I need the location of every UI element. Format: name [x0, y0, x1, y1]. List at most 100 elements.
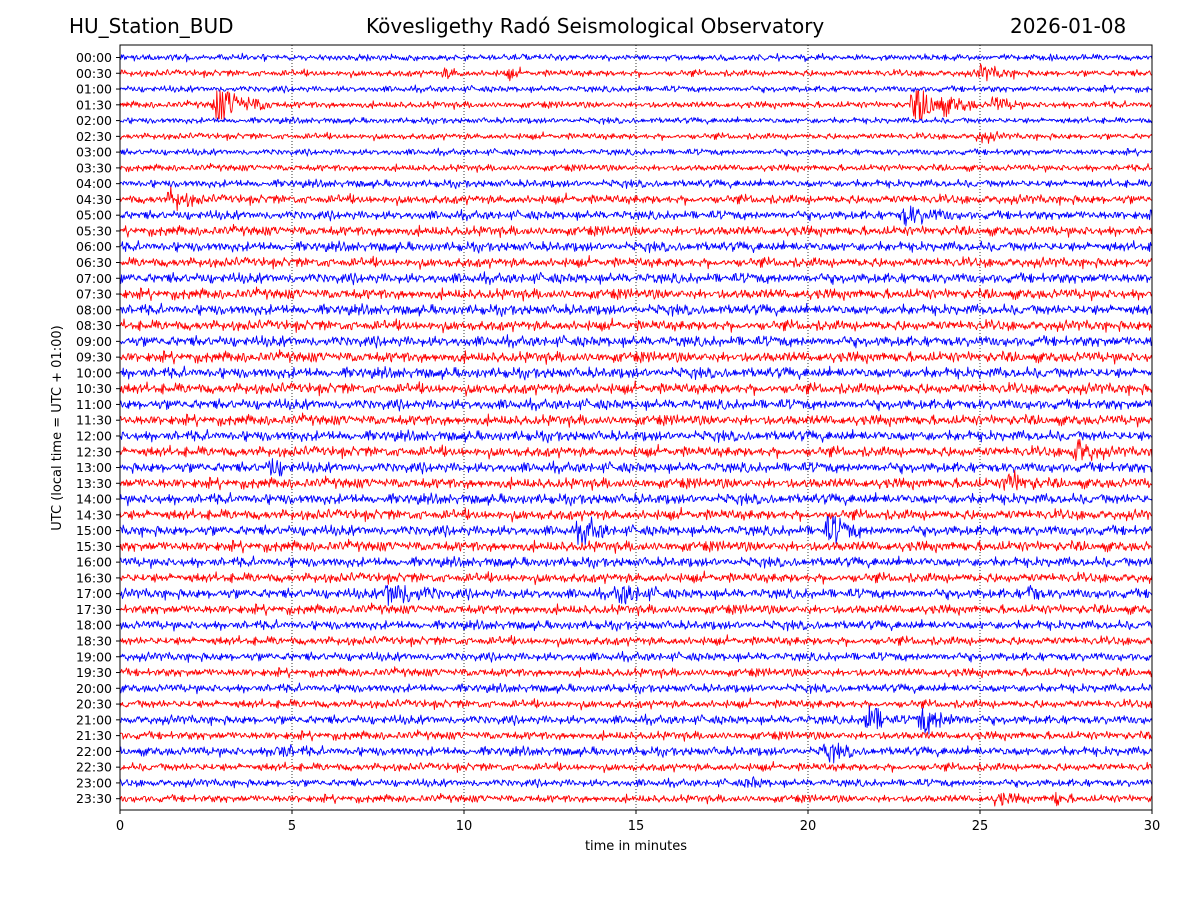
- y-tick-label-23:30: 23:30: [76, 791, 112, 806]
- trace-11:00: [119, 397, 1153, 412]
- y-tick-label-10:00: 10:00: [76, 365, 112, 380]
- y-tick-label-20:30: 20:30: [76, 697, 112, 712]
- y-tick-label-10:30: 10:30: [76, 381, 112, 396]
- trace-15:30: [119, 538, 1153, 554]
- y-tick-label-21:30: 21:30: [76, 728, 112, 743]
- trace-12:00: [119, 428, 1153, 444]
- trace-23:00: [119, 776, 1153, 789]
- y-tick-label-17:30: 17:30: [76, 602, 112, 617]
- trace-12:30: [119, 438, 1153, 462]
- y-tick-label-12:30: 12:30: [76, 444, 112, 459]
- y-tick-label-18:00: 18:00: [76, 618, 112, 633]
- y-tick-label-01:00: 01:00: [76, 82, 112, 97]
- trace-15:00: [119, 516, 1153, 546]
- trace-00:30: [119, 63, 1153, 82]
- y-tick-label-11:00: 11:00: [76, 397, 112, 412]
- trace-17:30: [119, 602, 1152, 617]
- x-tick-label-10: 10: [456, 819, 473, 834]
- y-tick-label-12:00: 12:00: [76, 428, 112, 443]
- chart-title: Köveslig­ethy Radó Seismological Observa…: [366, 14, 825, 38]
- y-tick-label-13:30: 13:30: [76, 476, 112, 491]
- trace-14:30: [119, 506, 1153, 523]
- trace-16:30: [119, 570, 1153, 586]
- trace-22:00: [119, 742, 1153, 764]
- y-tick-label-21:00: 21:00: [76, 712, 112, 727]
- y-tick-label-04:00: 04:00: [76, 176, 112, 191]
- trace-05:30: [119, 223, 1153, 239]
- y-tick-label-15:30: 15:30: [76, 539, 112, 554]
- trace-20:30: [119, 697, 1153, 711]
- x-axis-label: time in minutes: [585, 839, 687, 854]
- trace-21:30: [119, 729, 1153, 742]
- x-tick-label-15: 15: [628, 819, 645, 834]
- trace-19:00: [119, 650, 1153, 663]
- trace-14:00: [119, 492, 1153, 507]
- axis-layer: 0 5 10 15 20 25 30 00:0000:3001:0001:3002:0002:…: [76, 50, 1160, 834]
- x-tick-label-30: 30: [1144, 819, 1161, 834]
- trace-06:30: [119, 255, 1153, 270]
- trace-18:30: [119, 634, 1153, 648]
- y-axis-label: UTC (local time = UTC + 01:00): [50, 325, 65, 530]
- trace-20:00: [119, 682, 1153, 695]
- trace-04:00: [119, 178, 1153, 190]
- trace-05:00: [119, 205, 1153, 227]
- y-tick-label-09:30: 09:30: [76, 350, 112, 365]
- y-tick-label-03:00: 03:00: [76, 145, 112, 160]
- y-tick-label-23:00: 23:00: [76, 775, 112, 790]
- y-tick-label-05:00: 05:00: [76, 208, 112, 223]
- date-label: 2026-01-08: [1010, 14, 1127, 38]
- trace-22:30: [119, 760, 1153, 774]
- y-tick-label-08:00: 08:00: [76, 302, 112, 317]
- y-tick-label-02:30: 02:30: [76, 129, 112, 144]
- y-tick-label-22:00: 22:00: [76, 744, 112, 759]
- y-tick-label-22:30: 22:30: [76, 760, 112, 775]
- trace-11:30: [119, 412, 1153, 428]
- y-tick-label-14:30: 14:30: [76, 507, 112, 522]
- y-tick-label-05:30: 05:30: [76, 223, 112, 238]
- y-tick-label-00:30: 00:30: [76, 66, 112, 81]
- y-tick-label-16:30: 16:30: [76, 570, 112, 585]
- x-tick-label-25: 25: [972, 819, 989, 834]
- trace-06:00: [119, 240, 1153, 254]
- trace-03:00: [119, 147, 1153, 157]
- y-tick-label-09:00: 09:00: [76, 334, 112, 349]
- trace-23:30: [119, 791, 1153, 807]
- trace-16:00: [119, 555, 1153, 569]
- y-tick-label-19:30: 19:30: [76, 665, 112, 680]
- x-tick-label-20: 20: [800, 819, 817, 834]
- y-tick-label-03:30: 03:30: [76, 160, 112, 175]
- trace-18:00: [119, 619, 1153, 632]
- trace-13:00: [119, 458, 1153, 477]
- trace-09:30: [120, 349, 1153, 365]
- y-tick-label-02:00: 02:00: [76, 113, 112, 128]
- trace-layer: [119, 52, 1153, 807]
- trace-07:00: [119, 271, 1153, 286]
- trace-04:30: [119, 186, 1153, 212]
- trace-09:00: [119, 334, 1153, 349]
- trace-10:00: [119, 365, 1153, 381]
- y-tick-label-06:00: 06:00: [76, 239, 112, 254]
- y-tick-label-16:00: 16:00: [76, 555, 112, 570]
- trace-00:00: [119, 52, 1153, 63]
- trace-08:30: [119, 317, 1153, 334]
- trace-19:30: [119, 666, 1153, 679]
- trace-08:00: [119, 302, 1153, 318]
- trace-10:30: [119, 380, 1153, 397]
- y-tick-label-13:00: 13:00: [76, 460, 112, 475]
- y-tick-label-04:30: 04:30: [76, 192, 112, 207]
- trace-01:00: [119, 84, 1153, 94]
- station-label: HU_Station_BUD: [69, 14, 234, 38]
- y-tick-label-07:00: 07:00: [76, 271, 112, 286]
- trace-03:30: [119, 162, 1153, 173]
- y-tick-label-20:00: 20:00: [76, 681, 112, 696]
- y-tick-label-14:00: 14:00: [76, 492, 112, 507]
- y-tick-label-01:30: 01:30: [76, 97, 112, 112]
- y-tick-label-15:00: 15:00: [76, 523, 112, 538]
- y-tick-label-06:30: 06:30: [76, 255, 112, 270]
- trace-07:30: [119, 286, 1153, 302]
- trace-17:00: [119, 584, 1153, 606]
- trace-02:30: [119, 130, 1153, 144]
- trace-02:00: [119, 116, 1153, 125]
- y-tick-label-07:30: 07:30: [76, 287, 112, 302]
